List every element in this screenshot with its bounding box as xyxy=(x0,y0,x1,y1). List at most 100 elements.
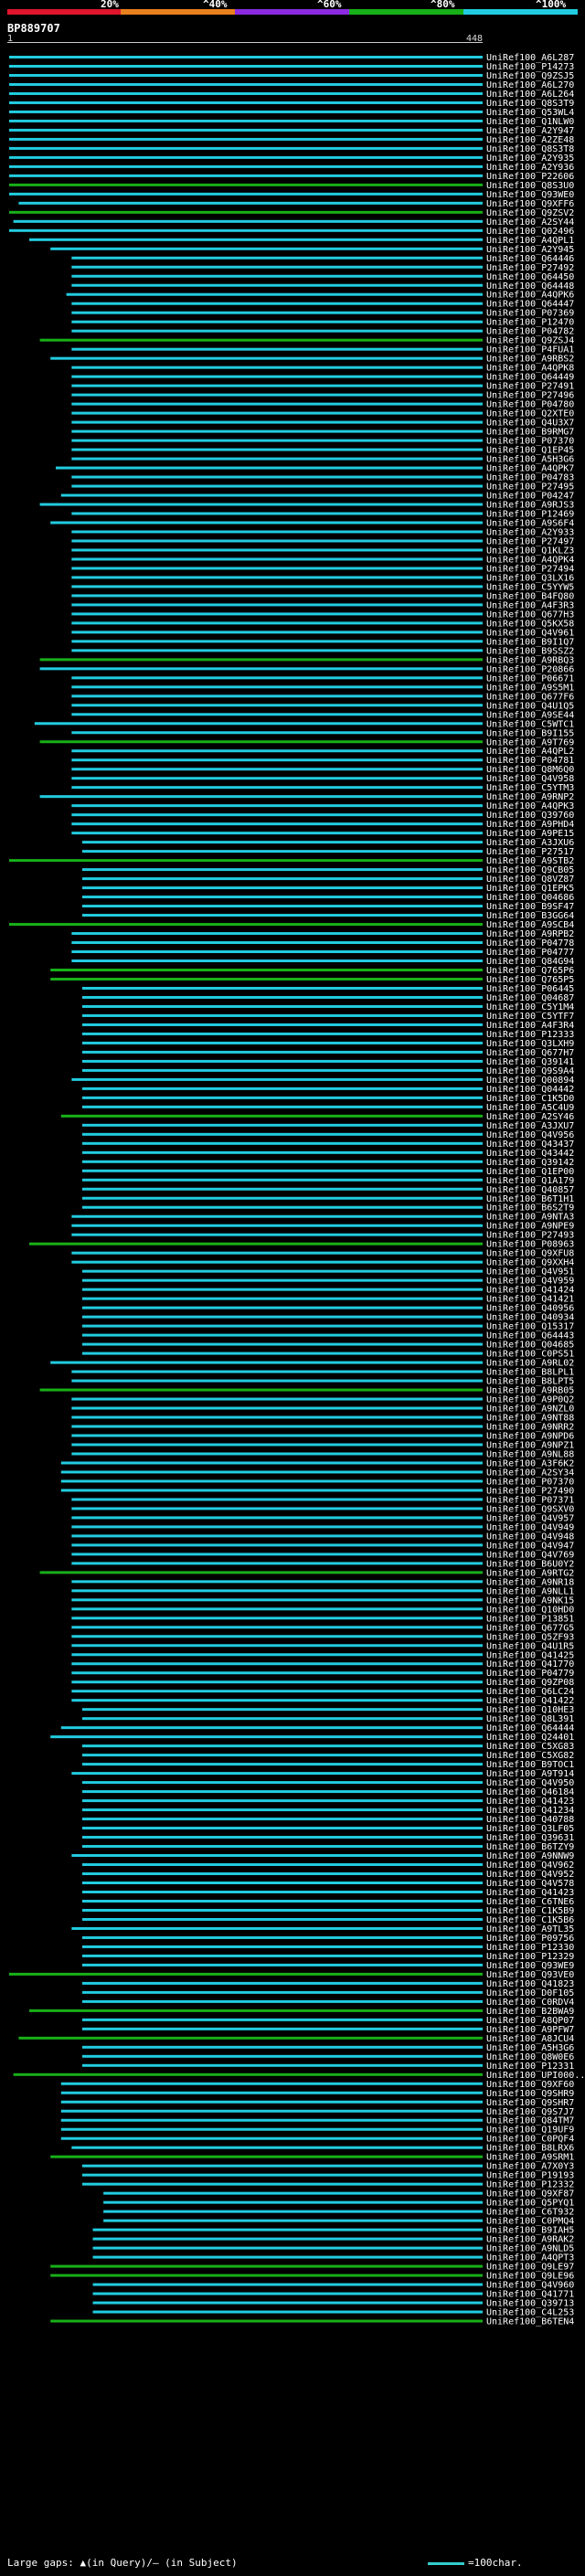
hit-label[interactable]: UniRef100_Q8S3U0 xyxy=(486,181,574,191)
hit-label[interactable]: UniRef100_Q765P5 xyxy=(486,975,574,985)
hit-label[interactable]: UniRef100_Q677F6 xyxy=(486,692,574,702)
hit-label[interactable]: UniRef100_A2ZE48 xyxy=(486,135,574,145)
hit-label[interactable]: UniRef100_Q9SHR9 xyxy=(486,2089,574,2099)
hit-label[interactable]: UniRef100_Q9XXH4 xyxy=(486,1258,574,1268)
hit-label[interactable]: UniRef100_B9IAH5 xyxy=(486,2226,574,2236)
hit-label[interactable]: UniRef100_B6TEN4 xyxy=(486,2317,574,2327)
hit-label[interactable]: UniRef100_A9NK15 xyxy=(486,1595,574,1606)
hit-label[interactable]: UniRef100_P04780 xyxy=(486,400,574,410)
hit-label[interactable]: UniRef100_P04783 xyxy=(486,473,574,483)
hit-label[interactable]: UniRef100_P13851 xyxy=(486,1614,574,1624)
hit-label[interactable]: UniRef100_A9NL88 xyxy=(486,1449,574,1459)
hit-label[interactable]: UniRef100_A9RTG2 xyxy=(486,1568,574,1578)
hit-label[interactable]: UniRef100_Q9XF60 xyxy=(486,2080,574,2090)
hit-label[interactable]: UniRef100_C6TNE6 xyxy=(486,1897,574,1907)
hit-label[interactable]: UniRef100_A2Y945 xyxy=(486,245,574,255)
hit-label[interactable]: UniRef100_Q93VE0 xyxy=(486,1970,574,1980)
hit-label[interactable]: UniRef100_Q41423 xyxy=(486,1888,574,1898)
hit-label[interactable]: UniRef100_A9NT88 xyxy=(486,1414,574,1424)
hit-label[interactable]: UniRef100_Q4U1R5 xyxy=(486,1641,574,1651)
hit-label[interactable]: UniRef100_Q41421 xyxy=(486,1295,574,1305)
hit-label[interactable]: UniRef100_A2Y947 xyxy=(486,126,574,136)
hit-label[interactable]: UniRef100_B2BWA9 xyxy=(486,2007,574,2017)
hit-label[interactable]: UniRef100_A9NLD5 xyxy=(486,2244,574,2254)
hit-label[interactable]: UniRef100_Q5PYQ1 xyxy=(486,2199,574,2209)
hit-label[interactable]: UniRef100_Q4V957 xyxy=(486,1513,574,1523)
hit-label[interactable]: UniRef100_D0F105 xyxy=(486,1988,574,1998)
hit-label[interactable]: UniRef100_P27492 xyxy=(486,263,574,273)
hit-label[interactable]: UniRef100_B4FQ80 xyxy=(486,591,574,601)
hit-label[interactable]: UniRef100_Q64450 xyxy=(486,272,574,282)
hit-label[interactable]: UniRef100_Q39713 xyxy=(486,2299,574,2309)
hit-label[interactable]: UniRef100_Q40857 xyxy=(486,1185,574,1195)
hit-label[interactable]: UniRef100_B8LRX6 xyxy=(486,2144,574,2154)
hit-label[interactable]: UniRef100_Q64447 xyxy=(486,300,574,310)
hit-label[interactable]: UniRef100_Q8VZ87 xyxy=(486,875,574,885)
hit-label[interactable]: UniRef100_A5H3G6 xyxy=(486,2043,574,2053)
hit-label[interactable]: UniRef100_A9NLL1 xyxy=(486,1586,574,1596)
hit-label[interactable]: UniRef100_A9T914 xyxy=(486,1769,574,1779)
hit-label[interactable]: UniRef100_A9RB05 xyxy=(486,1386,574,1396)
hit-label[interactable]: UniRef100_B6TZY9 xyxy=(486,1842,574,1852)
hit-label[interactable]: UniRef100_C5WTC1 xyxy=(486,719,574,729)
hit-label[interactable]: UniRef100_Q4V949 xyxy=(486,1522,574,1532)
hit-label[interactable]: UniRef100_Q1KLZ3 xyxy=(486,546,574,556)
hit-label[interactable]: UniRef100_Q41425 xyxy=(486,1650,574,1660)
hit-label[interactable]: UniRef100_Q04687 xyxy=(486,993,574,1003)
hit-label[interactable]: UniRef100_A3JXU7 xyxy=(486,1121,574,1131)
hit-label[interactable]: UniRef100_B9SSZ2 xyxy=(486,646,574,656)
hit-label[interactable]: UniRef100_A9NR18 xyxy=(486,1577,574,1587)
hit-label[interactable]: UniRef100_Q46184 xyxy=(486,1787,574,1797)
hit-label[interactable]: UniRef100_Q4V950 xyxy=(486,1778,574,1788)
hit-label[interactable]: UniRef100_Q4V578 xyxy=(486,1879,574,1889)
hit-label[interactable]: UniRef100_P27493 xyxy=(486,1231,574,1241)
hit-label[interactable]: UniRef100_Q4V952 xyxy=(486,1870,574,1880)
hit-label[interactable]: UniRef100_Q1EPK5 xyxy=(486,884,574,894)
hit-label[interactable]: UniRef100_Q43437 xyxy=(486,1140,574,1150)
hit-label[interactable]: UniRef100_Q40956 xyxy=(486,1304,574,1314)
hit-label[interactable]: UniRef100_Q15317 xyxy=(486,1322,574,1332)
hit-label[interactable]: UniRef100_A9RPB2 xyxy=(486,929,574,939)
hit-label[interactable]: UniRef100_A9P0Q2 xyxy=(486,1395,574,1405)
hit-label[interactable]: UniRef100_P27495 xyxy=(486,482,574,493)
hit-label[interactable]: UniRef100_C5YYW5 xyxy=(486,582,574,592)
hit-label[interactable]: UniRef100_P20866 xyxy=(486,664,574,674)
hit-label[interactable]: UniRef100_Q9LE97 xyxy=(486,2263,574,2273)
hit-label[interactable]: UniRef100_Q4V959 xyxy=(486,1277,574,1287)
hit-label[interactable]: UniRef100_Q1EP45 xyxy=(486,446,574,456)
hit-label[interactable]: UniRef100_A4QPK3 xyxy=(486,801,574,811)
hit-label[interactable]: UniRef100_Q19UF9 xyxy=(486,2125,574,2136)
hit-label[interactable]: UniRef100_P04778 xyxy=(486,938,574,949)
hit-label[interactable]: UniRef100_Q4V962 xyxy=(486,1860,574,1871)
hit-label[interactable]: UniRef100_A7X0Y3 xyxy=(486,2162,574,2172)
hit-label[interactable]: UniRef100_Q4U3X7 xyxy=(486,419,574,429)
hit-label[interactable]: UniRef100_B9TOC1 xyxy=(486,1760,574,1770)
hit-label[interactable]: UniRef100_UPI000... xyxy=(486,2071,585,2081)
hit-label[interactable]: UniRef100_Q04686 xyxy=(486,893,574,903)
hit-label[interactable]: UniRef100_P04779 xyxy=(486,1669,574,1679)
hit-label[interactable]: UniRef100_C0RDV4 xyxy=(486,1998,574,2008)
hit-label[interactable]: UniRef100_P22606 xyxy=(486,172,574,182)
hit-label[interactable]: UniRef100_Q4V948 xyxy=(486,1532,574,1542)
hit-label[interactable]: UniRef100_P27490 xyxy=(486,1486,574,1496)
hit-label[interactable]: UniRef100_C0PS51 xyxy=(486,1350,574,1360)
hit-label[interactable]: UniRef100_Q39141 xyxy=(486,1057,574,1067)
hit-label[interactable]: UniRef100_P12470 xyxy=(486,318,574,328)
hit-label[interactable]: UniRef100_A9NPZ1 xyxy=(486,1440,574,1450)
hit-label[interactable]: UniRef100_A9SRM1 xyxy=(486,2153,574,2163)
hit-label[interactable]: UniRef100_Q41823 xyxy=(486,1979,574,1989)
hit-label[interactable]: UniRef100_Q6LC24 xyxy=(486,1687,574,1697)
hit-label[interactable]: UniRef100_A3JXU6 xyxy=(486,838,574,848)
hit-label[interactable]: UniRef100_P04782 xyxy=(486,327,574,337)
hit-label[interactable]: UniRef100_A6L287 xyxy=(486,53,574,63)
hit-label[interactable]: UniRef100_Q9SHR7 xyxy=(486,2098,574,2108)
hit-label[interactable]: UniRef100_P4FUA1 xyxy=(486,345,574,355)
hit-label[interactable]: UniRef100_A9RBS2 xyxy=(486,355,574,365)
hit-label[interactable]: UniRef100_A9NPE9 xyxy=(486,1222,574,1232)
hit-label[interactable]: UniRef100_C5YTM3 xyxy=(486,783,574,793)
hit-label[interactable]: UniRef100_Q677H7 xyxy=(486,1048,574,1058)
hit-label[interactable]: UniRef100_A9TL35 xyxy=(486,1924,574,1935)
hit-label[interactable]: UniRef100_P07369 xyxy=(486,309,574,319)
hit-label[interactable]: UniRef100_A9NRR2 xyxy=(486,1423,574,1433)
hit-label[interactable]: UniRef100_C5YTF7 xyxy=(486,1012,574,1022)
